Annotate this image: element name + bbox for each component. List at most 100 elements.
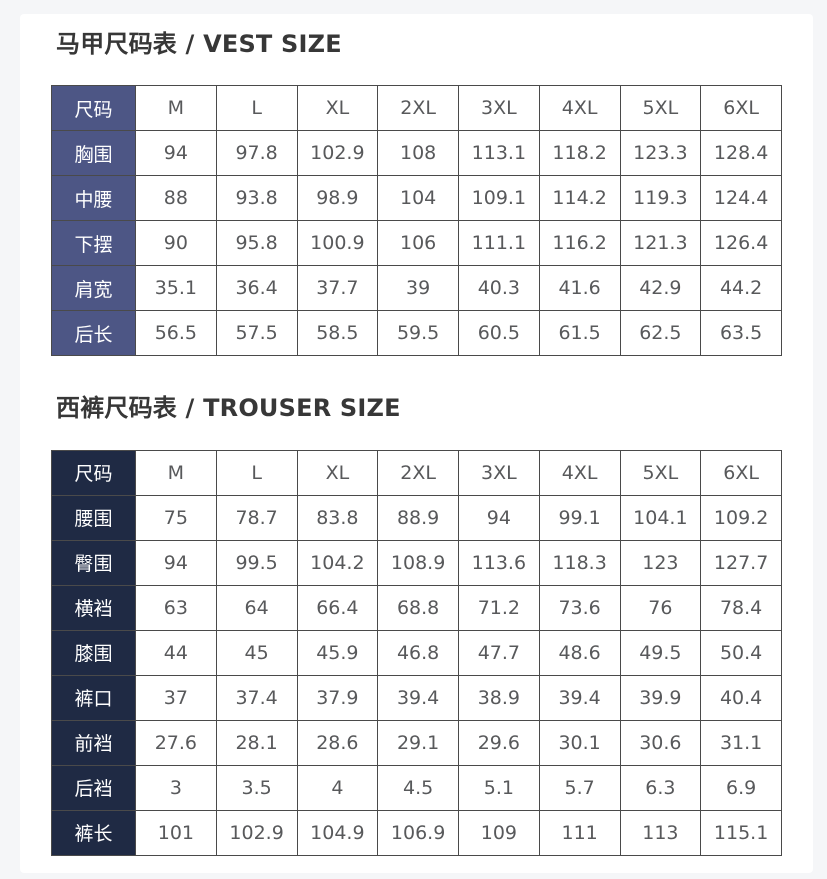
size-header-row: 尺码 M L XL 2XL 3XL 4XL 5XL 6XL — [51, 85, 782, 132]
measurement-value-cell: 78.4 — [700, 584, 782, 631]
measurement-value-cell: 39.4 — [538, 674, 621, 721]
measurement-value-cell: 44 — [135, 629, 217, 676]
measurement-value-cell: 78.7 — [215, 494, 298, 541]
measurement-label-cell: 后裆 — [51, 764, 136, 811]
measurement-row: 裤长 101 102.9 104.9 106.9 109 111 113 115.1 — [51, 809, 782, 856]
measurement-label-cell: 后长 — [51, 310, 136, 357]
measurement-value-cell: 119.3 — [619, 175, 702, 222]
measurement-value-cell: 68.8 — [377, 584, 459, 631]
measurement-value-cell: 66.4 — [296, 584, 379, 631]
measurement-row: 中腰 88 93.8 98.9 104 109.1 114.2 119.3 124.4 — [51, 175, 782, 222]
measurement-value-cell: 83.8 — [296, 494, 379, 541]
size-column-header: 5XL — [619, 85, 702, 132]
measurement-label-cell: 肩宽 — [51, 265, 136, 312]
vest-size-title: 马甲尺码表 / VEST SIZE — [56, 30, 342, 58]
measurement-value-cell: 102.9 — [215, 809, 298, 856]
measurement-value-cell: 3 — [135, 764, 217, 811]
measurement-value-cell: 94 — [135, 130, 217, 177]
vest-size-table-header: 尺码 M L XL 2XL 3XL 4XL 5XL 6XL — [51, 85, 782, 132]
size-chart-card: 马甲尺码表 / VEST SIZE 尺码 M L XL 2XL 3XL 4XL 5XL 6XL … — [20, 14, 813, 873]
size-column-header: 6XL — [700, 85, 782, 132]
measurement-value-cell: 46.8 — [377, 629, 459, 676]
measurement-label-cell: 裤口 — [51, 674, 136, 721]
measurement-value-cell: 75 — [135, 494, 217, 541]
measurement-value-cell: 30.6 — [619, 719, 702, 766]
measurement-value-cell: 128.4 — [700, 130, 782, 177]
measurement-value-cell: 97.8 — [215, 130, 298, 177]
measurement-label-cell: 横裆 — [51, 584, 136, 631]
measurement-row: 肩宽 35.1 36.4 37.7 39 40.3 41.6 42.9 44.2 — [51, 265, 782, 312]
measurement-value-cell: 4 — [296, 764, 379, 811]
measurement-value-cell: 95.8 — [215, 220, 298, 267]
measurement-value-cell: 106.9 — [377, 809, 459, 856]
measurement-value-cell: 3.5 — [215, 764, 298, 811]
size-corner-label-cell: 尺码 — [51, 85, 136, 132]
measurement-value-cell: 39 — [377, 265, 459, 312]
size-column-header: L — [215, 85, 298, 132]
measurement-value-cell: 109 — [458, 809, 540, 856]
trouser-size-table-header: 尺码 M L XL 2XL 3XL 4XL 5XL 6XL — [51, 449, 782, 496]
measurement-value-cell: 113 — [619, 809, 702, 856]
measurement-value-cell: 28.1 — [215, 719, 298, 766]
measurement-row: 臀围 94 99.5 104.2 108.9 113.6 118.3 123 127.7 — [51, 539, 782, 586]
measurement-value-cell: 39.4 — [377, 674, 459, 721]
measurement-value-cell: 30.1 — [538, 719, 621, 766]
measurement-value-cell: 106 — [377, 220, 459, 267]
measurement-value-cell: 113.6 — [458, 539, 540, 586]
size-column-header: 6XL — [700, 449, 782, 496]
measurement-value-cell: 35.1 — [135, 265, 217, 312]
measurement-value-cell: 63 — [135, 584, 217, 631]
measurement-value-cell: 60.5 — [458, 310, 540, 357]
measurement-row: 腰围 75 78.7 83.8 88.9 94 99.1 104.1 109.2 — [51, 494, 782, 541]
measurement-label-cell: 胸围 — [51, 130, 136, 177]
measurement-value-cell: 47.7 — [458, 629, 540, 676]
measurement-value-cell: 64 — [215, 584, 298, 631]
measurement-value-cell: 50.4 — [700, 629, 782, 676]
measurement-value-cell: 5.7 — [538, 764, 621, 811]
measurement-row: 下摆 90 95.8 100.9 106 111.1 116.2 121.3 126.4 — [51, 220, 782, 267]
measurement-value-cell: 99.1 — [538, 494, 621, 541]
size-column-header: 4XL — [538, 449, 621, 496]
measurement-value-cell: 29.6 — [458, 719, 540, 766]
measurement-value-cell: 94 — [135, 539, 217, 586]
measurement-row: 后裆 3 3.5 4 4.5 5.1 5.7 6.3 6.9 — [51, 764, 782, 811]
measurement-row: 胸围 94 97.8 102.9 108 113.1 118.2 123.3 128.4 — [51, 130, 782, 177]
measurement-value-cell: 123 — [619, 539, 702, 586]
measurement-value-cell: 109.1 — [458, 175, 540, 222]
measurement-value-cell: 63.5 — [700, 310, 782, 357]
measurement-value-cell: 59.5 — [377, 310, 459, 357]
measurement-value-cell: 39.9 — [619, 674, 702, 721]
measurement-label-cell: 裤长 — [51, 809, 136, 856]
measurement-label-cell: 臀围 — [51, 539, 136, 586]
size-header-row: 尺码 M L XL 2XL 3XL 4XL 5XL 6XL — [51, 449, 782, 496]
measurement-value-cell: 5.1 — [458, 764, 540, 811]
measurement-value-cell: 61.5 — [538, 310, 621, 357]
measurement-value-cell: 124.4 — [700, 175, 782, 222]
measurement-value-cell: 40.4 — [700, 674, 782, 721]
measurement-row: 横裆 63 64 66.4 68.8 71.2 73.6 76 78.4 — [51, 584, 782, 631]
measurement-value-cell: 93.8 — [215, 175, 298, 222]
measurement-value-cell: 104 — [377, 175, 459, 222]
measurement-value-cell: 94 — [458, 494, 540, 541]
measurement-value-cell: 99.5 — [215, 539, 298, 586]
measurement-value-cell: 88 — [135, 175, 217, 222]
measurement-value-cell: 111 — [538, 809, 621, 856]
vest-size-table-body: 胸围 94 97.8 102.9 108 113.1 118.2 123.3 128.4 中腰 88… — [51, 130, 782, 357]
measurement-value-cell: 37.9 — [296, 674, 379, 721]
measurement-value-cell: 27.6 — [135, 719, 217, 766]
trouser-size-title: 西裤尺码表 / TROUSER SIZE — [56, 394, 401, 423]
measurement-value-cell: 109.2 — [700, 494, 782, 541]
size-column-header: M — [135, 449, 217, 496]
measurement-value-cell: 127.7 — [700, 539, 782, 586]
measurement-value-cell: 98.9 — [296, 175, 379, 222]
measurement-value-cell: 37.7 — [296, 265, 379, 312]
measurement-value-cell: 126.4 — [700, 220, 782, 267]
size-column-header: XL — [296, 449, 379, 496]
measurement-row: 后长 56.5 57.5 58.5 59.5 60.5 61.5 62.5 63.5 — [51, 310, 782, 357]
measurement-value-cell: 111.1 — [458, 220, 540, 267]
measurement-value-cell: 29.1 — [377, 719, 459, 766]
size-corner-label-cell: 尺码 — [51, 449, 136, 496]
measurement-value-cell: 31.1 — [700, 719, 782, 766]
measurement-value-cell: 45 — [215, 629, 298, 676]
